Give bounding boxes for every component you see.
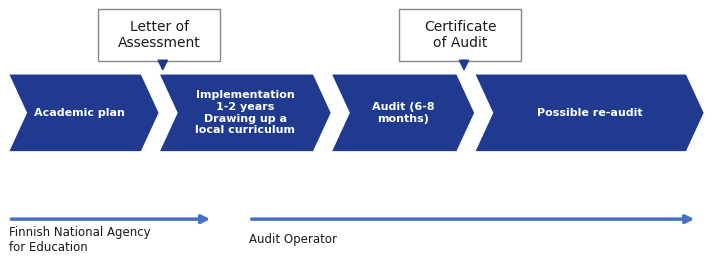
Polygon shape — [159, 74, 331, 152]
FancyBboxPatch shape — [98, 9, 220, 61]
Text: Possible re-audit: Possible re-audit — [536, 108, 642, 118]
Text: Implementation
1-2 years
Drawing up a
local curriculum: Implementation 1-2 years Drawing up a lo… — [195, 90, 295, 135]
Polygon shape — [331, 74, 474, 152]
Polygon shape — [474, 74, 704, 152]
FancyBboxPatch shape — [400, 9, 521, 61]
Text: Audit Operator: Audit Operator — [249, 233, 337, 246]
Text: Audit (6-8
months): Audit (6-8 months) — [372, 102, 434, 124]
Text: Academic plan: Academic plan — [34, 108, 125, 118]
Text: Finnish National Agency
for Education: Finnish National Agency for Education — [9, 226, 150, 254]
Text: Certificate
of Audit: Certificate of Audit — [424, 20, 497, 50]
Polygon shape — [9, 74, 159, 152]
Text: Letter of
Assessment: Letter of Assessment — [118, 20, 201, 50]
